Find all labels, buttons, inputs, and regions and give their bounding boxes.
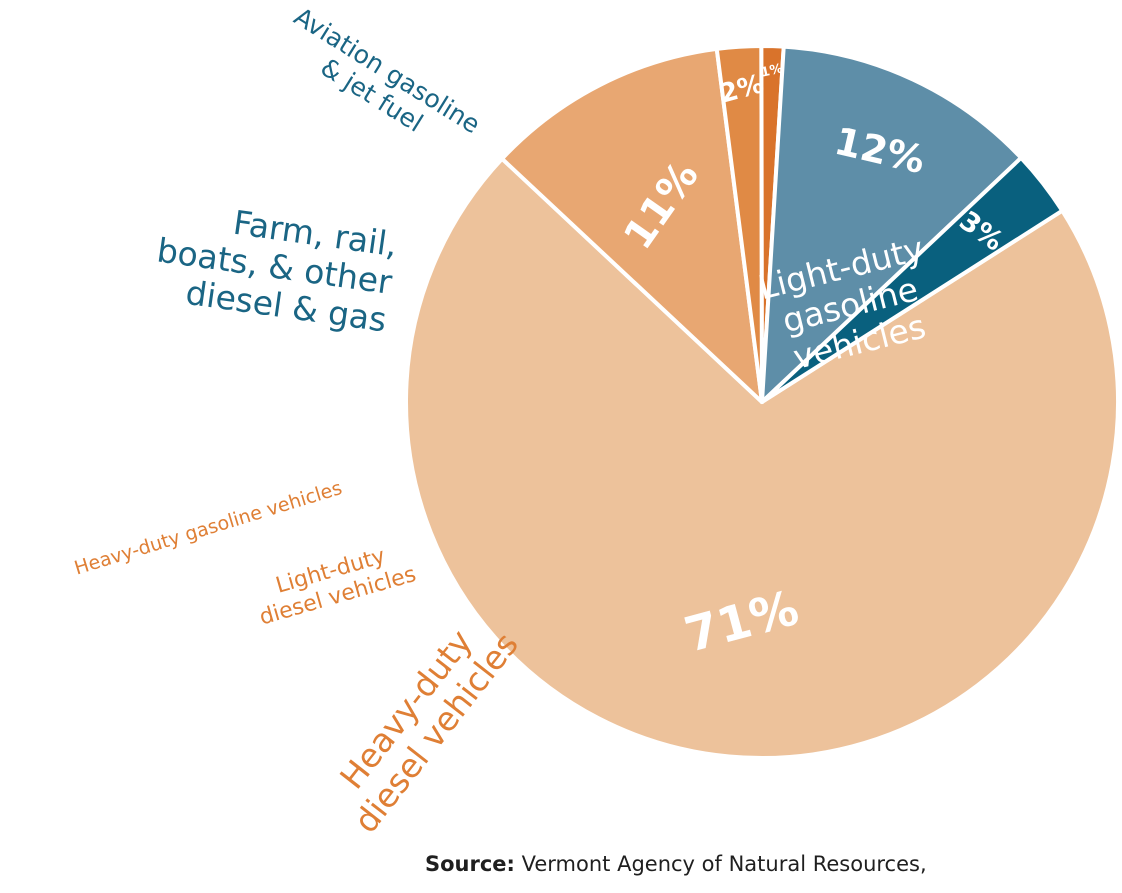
pie-slice (760, 44, 1024, 404)
slice-category-label: Heavy-duty gasoline vehicles (72, 477, 345, 579)
pie-slice (500, 46, 764, 404)
slice-category-label: Farm, rail,boats, & otherdiesel & gas (149, 193, 400, 340)
pie-slice (404, 156, 1120, 760)
pie-slice (760, 155, 1065, 404)
pie-slices (404, 43, 1120, 760)
source-text: Vermont Agency of Natural Resources, (521, 852, 927, 876)
category-label-line: Heavy-duty gasoline vehicles (72, 477, 345, 579)
source-note: Source: Vermont Agency of Natural Resour… (425, 852, 927, 876)
slice-category-label: Light-dutydiesel vehicles (250, 537, 419, 631)
slice-percent-label: 1% (759, 61, 784, 80)
slice-category-label: Aviation gasoline& jet fuel (274, 2, 486, 164)
source-heading: Source: (425, 852, 515, 876)
slice-category-label: Heavy-dutydiesel vehicles (316, 602, 526, 840)
